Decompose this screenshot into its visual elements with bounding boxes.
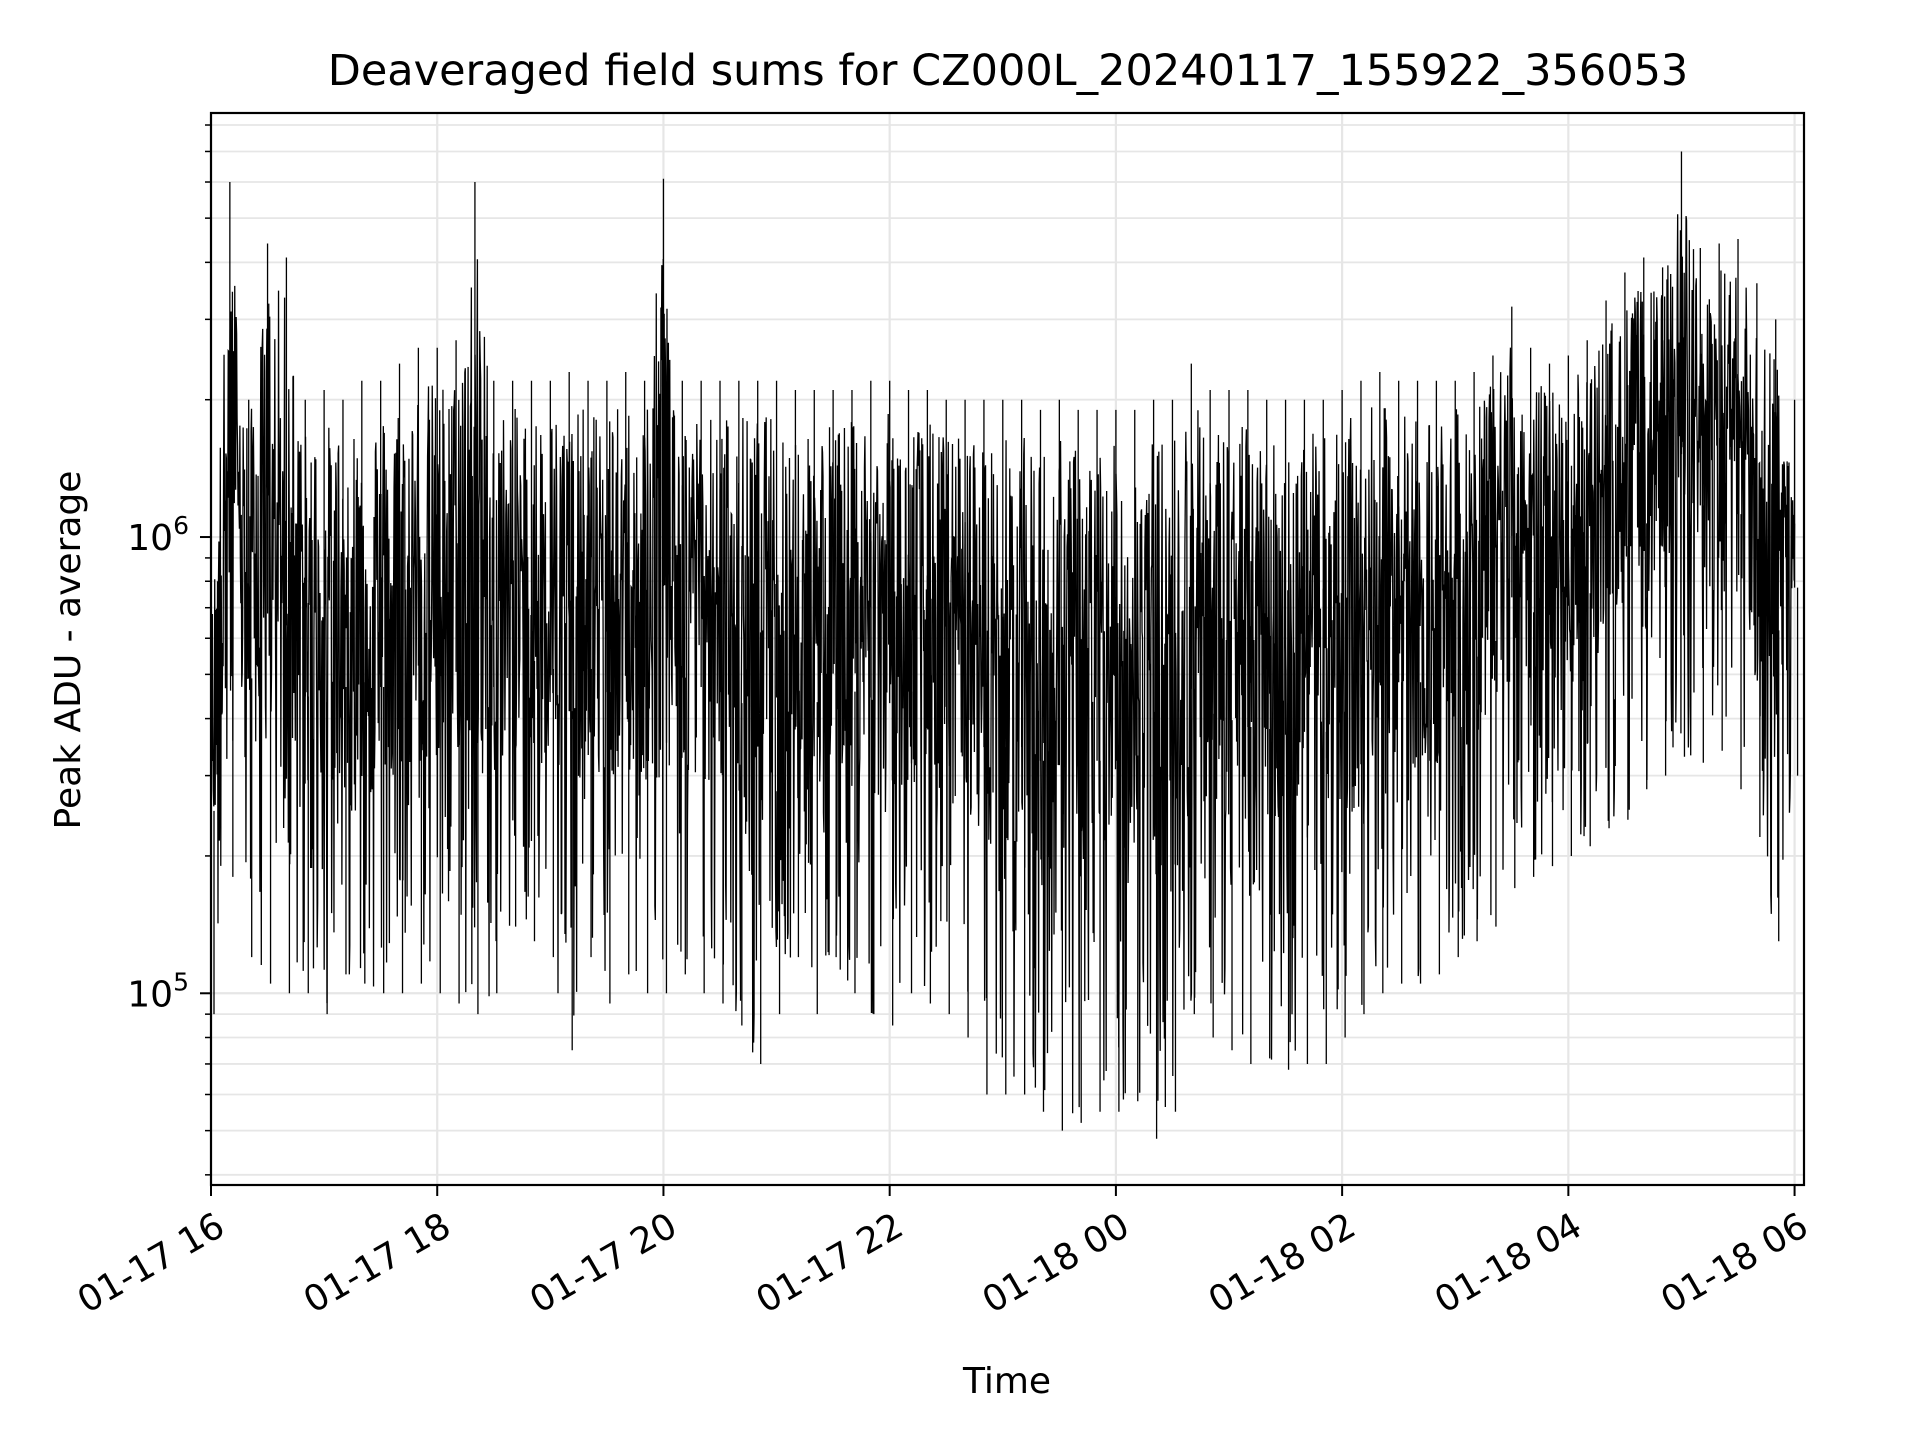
series-line <box>210 151 1799 1139</box>
y-tick-label-base: 10 <box>127 974 173 1015</box>
chart-title: Deaveraged field sums for CZ000L_2024011… <box>328 46 1689 96</box>
x-axis-label: Time <box>962 1361 1051 1402</box>
y-tick-label-exponent: 6 <box>173 511 189 540</box>
y-tick-label-exponent: 5 <box>173 967 189 996</box>
y-tick-label: 105 <box>127 967 189 1015</box>
y-tick-label-base: 10 <box>127 518 173 559</box>
y-tick-label: 106 <box>127 511 189 559</box>
plot-frame <box>209 111 1806 1187</box>
y-axis-label: Peak ADU - average <box>48 471 89 830</box>
